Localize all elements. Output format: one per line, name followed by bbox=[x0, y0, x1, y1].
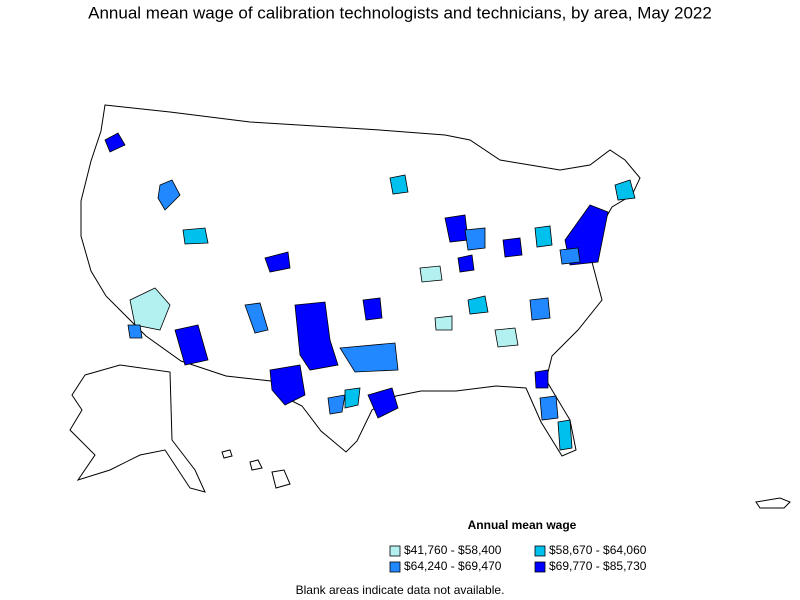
wage-area bbox=[419, 265, 443, 283]
legend-swatch bbox=[389, 545, 401, 557]
wage-area bbox=[157, 179, 181, 211]
wage-area bbox=[367, 387, 399, 419]
map-title: Annual mean wage of calibration technolo… bbox=[88, 3, 712, 22]
wage-area bbox=[534, 225, 553, 248]
wage-area bbox=[434, 315, 453, 331]
wage-area bbox=[339, 342, 399, 373]
wage-area bbox=[502, 237, 523, 258]
wage-area bbox=[294, 301, 339, 371]
legend-swatch bbox=[534, 561, 546, 573]
wage-area bbox=[174, 324, 209, 366]
legend-label: $69,770 - $85,730 bbox=[549, 559, 647, 573]
wage-area bbox=[127, 324, 143, 339]
wage-area bbox=[557, 419, 573, 451]
legend-swatch bbox=[534, 545, 546, 557]
wage-area bbox=[182, 227, 209, 245]
legend-label: $41,760 - $58,400 bbox=[404, 543, 502, 557]
wage-area bbox=[559, 247, 581, 265]
map-land bbox=[69, 104, 791, 509]
wage-area bbox=[269, 364, 306, 406]
legend-swatch bbox=[389, 561, 401, 573]
wage-area bbox=[457, 254, 475, 273]
legend-title: Annual mean wage bbox=[468, 518, 577, 532]
wage-area bbox=[529, 297, 551, 321]
wage-area bbox=[244, 302, 269, 334]
wage-area bbox=[614, 179, 636, 201]
wage-area bbox=[389, 174, 409, 195]
wage-area bbox=[494, 327, 519, 348]
alaska bbox=[69, 364, 206, 493]
wage-area bbox=[362, 297, 383, 321]
wage-area bbox=[464, 227, 486, 251]
puerto-rico bbox=[755, 497, 791, 509]
legend: $41,760 - $58,400 $58,670 - $64,060 $64,24… bbox=[389, 543, 647, 573]
legend-label: $58,670 - $64,060 bbox=[549, 543, 647, 557]
contiguous-us bbox=[80, 104, 641, 457]
wage-area bbox=[534, 369, 549, 389]
hawaii bbox=[249, 459, 263, 471]
hawaii bbox=[221, 449, 233, 459]
wage-area bbox=[467, 295, 489, 315]
legend-label: $64,240 - $69,470 bbox=[404, 559, 502, 573]
wage-areas bbox=[104, 132, 636, 451]
wage-area bbox=[264, 251, 291, 273]
footnote: Blank areas indicate data not available. bbox=[296, 583, 505, 597]
hawaii bbox=[271, 469, 291, 489]
wage-area bbox=[327, 394, 346, 415]
wage-area bbox=[344, 387, 361, 409]
wage-area bbox=[129, 287, 171, 331]
wage-area bbox=[539, 395, 559, 421]
wage-area bbox=[104, 132, 126, 153]
